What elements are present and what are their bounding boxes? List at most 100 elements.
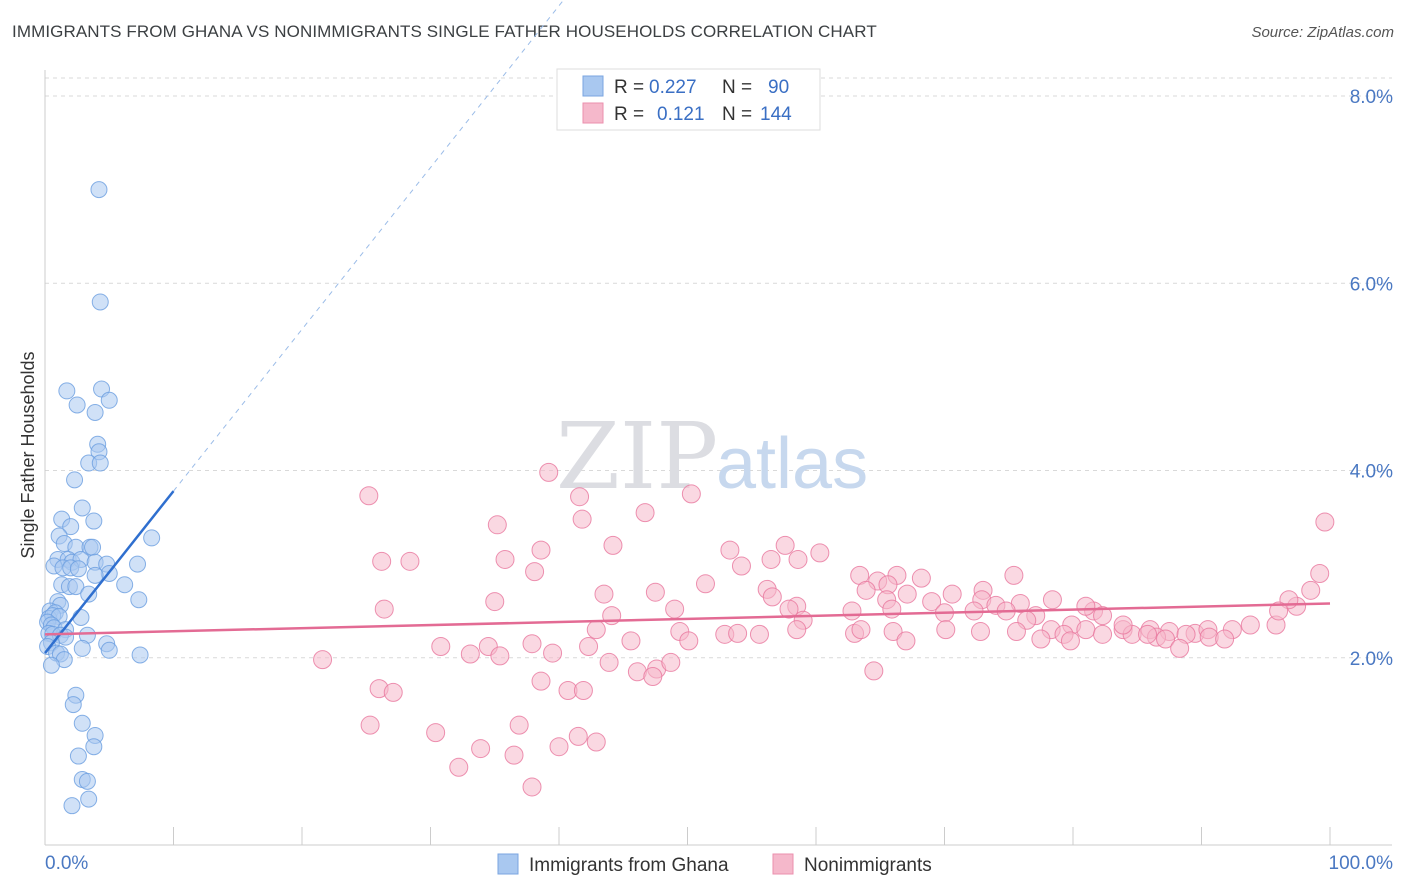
legend-label-nonimmigrants: Nonimmigrants [804,855,932,876]
nonimmigrants-point-28 [762,587,782,607]
legend-label-ghana: Immigrants from Ghana [529,855,729,876]
nonimmigrants-point-102 [621,631,641,651]
nonimmigrants-point-64 [1076,620,1096,640]
watermark-atlas: atlas [716,424,868,504]
y-tick-label-2: 6.0% [1350,274,1393,295]
nonimmigrants-point-91 [1156,629,1176,649]
stats-n-label-nonimmigrants: N = [722,104,752,125]
nonimmigrants-trend-line [44,602,1331,636]
nonimmigrants-point-93 [1006,622,1026,642]
ghana-point-38 [116,576,134,594]
stats-legend: R = 0.227 N = 90 R = 0.121 N = 144 [556,68,821,131]
axes [44,70,1392,846]
stats-r-value-nonimmigrants: 0.121 [657,104,705,125]
series-immigrants-from-ghana [39,181,161,815]
y-tick-label-0: 2.0% [1350,649,1393,670]
ghana-point-75 [78,772,96,790]
nonimmigrants-point-38 [485,592,505,612]
nonimmigrants-point-76 [1301,580,1321,600]
ghana-point-15 [62,518,80,536]
nonimmigrants-point-16 [761,549,781,569]
ghana-point-77 [80,790,98,808]
ghana-point-2 [58,382,76,400]
nonimmigrants-point-29 [645,582,665,602]
ghana-point-70 [73,714,91,732]
y-tick-label-1: 4.0% [1350,462,1393,483]
ghana-point-21 [84,538,102,556]
ghana-point-1 [91,293,109,311]
ghana-point-72 [85,738,103,756]
nonimmigrants-point-14 [810,543,830,563]
ghana-point-6 [86,403,104,421]
ghana-trend-extension [173,0,565,492]
nonimmigrants-point-27 [695,574,715,594]
ghana-point-39 [80,585,98,603]
stats-r-value-ghana: 0.227 [649,77,697,98]
nonimmigrants-point-95 [1060,631,1080,651]
nonimmigrants-point-127 [549,737,569,757]
nonimmigrants-point-72 [1240,615,1260,635]
nonimmigrants-point-31 [897,584,917,604]
nonimmigrants-point-120 [573,681,593,701]
nonimmigrants-point-7 [603,535,623,555]
ghana-point-73 [69,747,87,765]
ghana-point-0 [90,181,108,199]
nonimmigrants-point-5 [572,509,592,529]
grid-lines [45,77,1392,659]
trend-lines [44,0,1331,654]
nonimmigrants-point-101 [586,620,606,640]
stats-swatch-nonimmigrants [582,102,604,124]
ghana-point-4 [100,391,118,409]
nonimmigrants-point-41 [665,599,685,619]
nonimmigrants-point-59 [883,622,903,642]
nonimmigrants-point-2 [681,484,701,504]
nonimmigrants-point-121 [360,715,380,735]
nonimmigrants-point-118 [531,671,551,691]
nonimmigrants-point-115 [313,650,333,670]
nonimmigrants-point-18 [525,562,545,582]
nonimmigrants-point-128 [586,732,606,752]
nonimmigrants-point-98 [749,624,769,644]
nonimmigrants-point-113 [661,652,681,672]
ghana-point-34 [86,566,104,584]
ghana-point-14 [85,512,103,530]
nonimmigrants-point-0 [539,462,559,482]
watermark: ZIP atlas [556,403,868,510]
nonimmigrants-point-10 [400,551,420,571]
stats-n-label-ghana: N = [722,77,752,98]
stats-swatch-ghana [582,75,604,97]
nonimmigrants-point-17 [788,549,808,569]
ghana-point-11 [66,471,84,489]
nonimmigrants-point-108 [490,646,510,666]
ghana-point-66 [131,646,149,664]
ghana-point-60 [73,639,91,657]
nonimmigrants-point-65 [1093,624,1113,644]
legend-swatch-nonimmigrants [772,853,794,875]
nonimmigrants-point-40 [779,599,799,619]
ghana-point-17 [143,529,161,547]
nonimmigrants-point-20 [1004,565,1024,585]
x-tick-label-min: 0.0% [45,853,88,874]
nonimmigrants-point-88 [1076,596,1096,616]
nonimmigrants-point-57 [787,620,807,640]
nonimmigrants-point-123 [471,739,491,759]
ghana-point-56 [57,628,75,646]
ghana-point-32 [129,555,147,573]
nonimmigrants-point-87 [1042,590,1062,610]
nonimmigrants-point-11 [495,549,515,569]
ghana-point-5 [68,396,86,414]
ghana-point-62 [100,641,118,659]
ghana-point-67 [42,656,60,674]
y-axis-title: Single Father Households [18,351,38,558]
stats-n-value-ghana: 90 [768,77,789,98]
nonimmigrants-point-107 [460,644,480,664]
nonimmigrants-point-89 [1113,615,1133,635]
nonimmigrants-point-78 [1315,512,1335,532]
nonimmigrants-point-129 [509,715,529,735]
nonimmigrants-point-8 [531,540,551,560]
nonimmigrants-point-82 [1215,629,1235,649]
ghana-point-76 [63,797,81,815]
nonimmigrants-point-112 [643,666,663,686]
nonimmigrants-point-94 [1031,629,1051,649]
nonimmigrants-point-12 [720,540,740,560]
